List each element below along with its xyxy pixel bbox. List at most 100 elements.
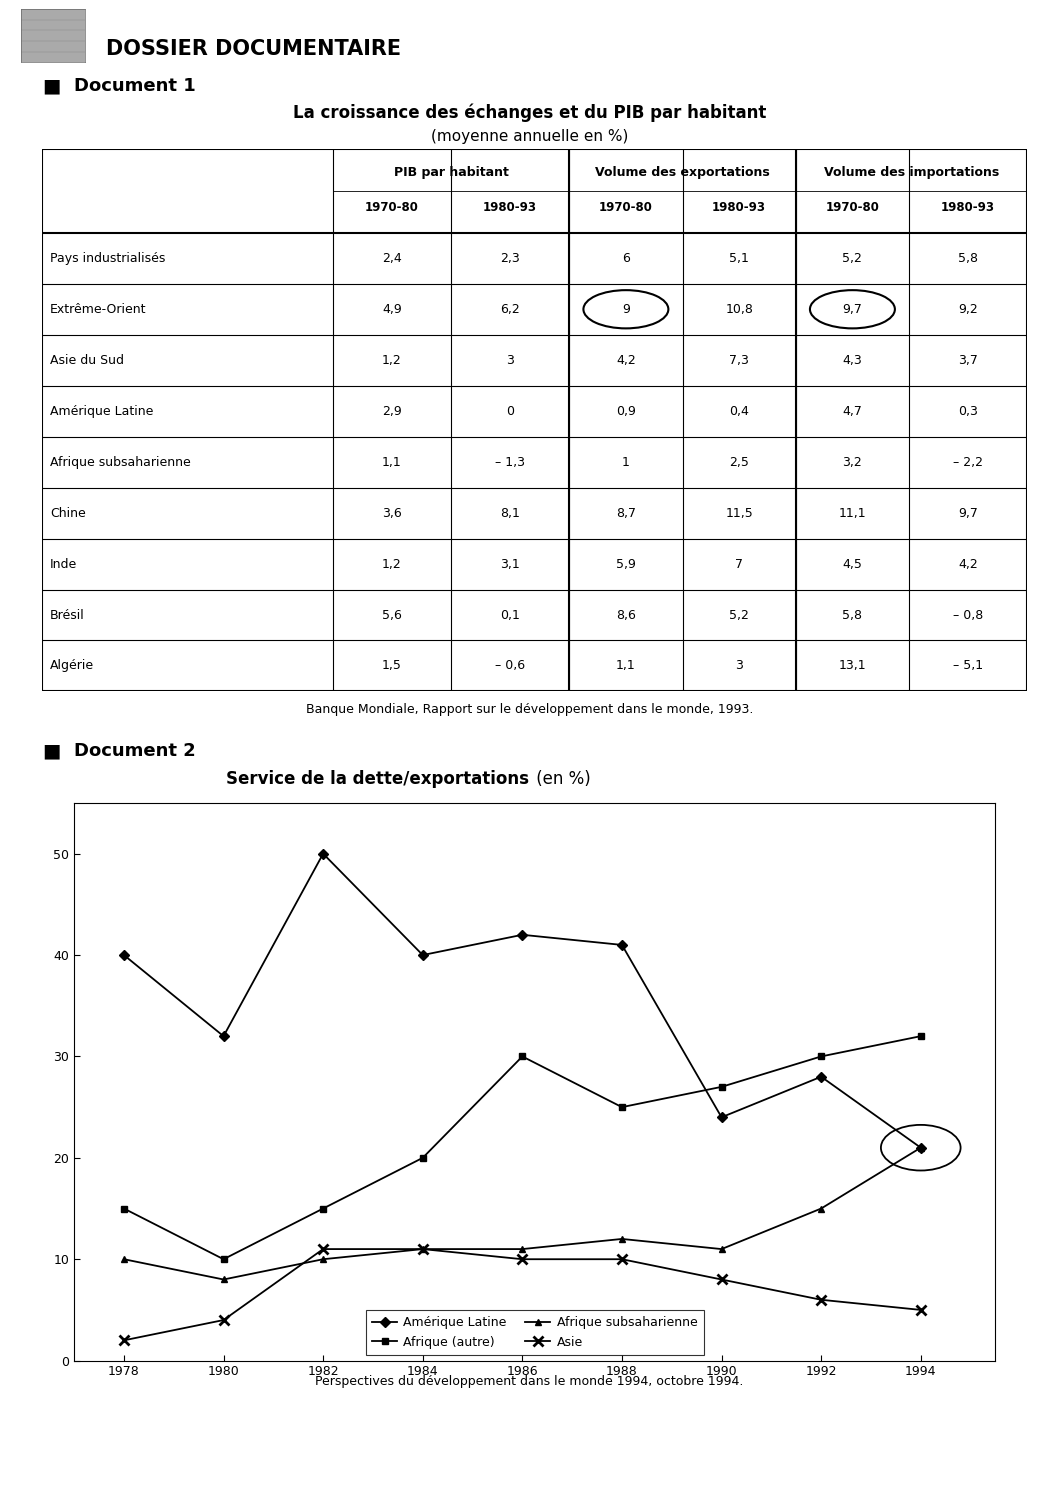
- Amérique Latine: [615, 935, 628, 953]
- Text: 4,9: 4,9: [382, 303, 401, 315]
- Text: 5,8: 5,8: [842, 608, 862, 622]
- Afrique subsaharienne: [118, 1251, 130, 1268]
- Text: 5,6: 5,6: [382, 608, 402, 622]
- Text: 1970-80: 1970-80: [825, 201, 879, 214]
- Afrique (autre): [416, 1149, 429, 1167]
- Text: Banque Mondiale, Rapport sur le développement dans le monde, 1993.: Banque Mondiale, Rapport sur le développ…: [306, 703, 753, 717]
- Amérique Latine: [516, 926, 528, 944]
- Afrique (autre): [317, 1200, 329, 1218]
- Amérique Latine: [814, 1068, 827, 1086]
- Text: 2,3: 2,3: [500, 251, 520, 265]
- Text: 4,5: 4,5: [843, 558, 862, 571]
- Afrique subsaharienne: [317, 1251, 329, 1268]
- Text: 0: 0: [506, 404, 515, 418]
- Amérique Latine: [416, 946, 429, 964]
- Line: Afrique subsaharienne: Afrique subsaharienne: [121, 1144, 925, 1283]
- Text: 3,2: 3,2: [843, 455, 862, 468]
- Text: 3,7: 3,7: [958, 354, 979, 367]
- Text: Document 2: Document 2: [74, 742, 196, 760]
- Text: Algérie: Algérie: [50, 659, 94, 672]
- Text: Afrique subsaharienne: Afrique subsaharienne: [50, 455, 191, 468]
- Text: – 1,3: – 1,3: [496, 455, 525, 468]
- Text: – 0,6: – 0,6: [496, 659, 525, 672]
- Asie: [416, 1240, 429, 1258]
- Text: 3,6: 3,6: [382, 507, 401, 519]
- Text: (en %): (en %): [531, 770, 590, 788]
- Text: 6: 6: [622, 251, 630, 265]
- Text: Service de la dette/exportations: Service de la dette/exportations: [227, 770, 530, 788]
- Afrique subsaharienne: [814, 1200, 827, 1218]
- Text: 1,2: 1,2: [382, 558, 401, 571]
- Text: 8,1: 8,1: [500, 507, 520, 519]
- Line: Afrique (autre): Afrique (autre): [121, 1032, 925, 1262]
- Legend: Amérique Latine, Afrique (autre), Afrique subsaharienne, Asie: Amérique Latine, Afrique (autre), Afriqu…: [365, 1310, 704, 1355]
- Amérique Latine: [715, 1108, 728, 1126]
- Afrique subsaharienne: [615, 1230, 628, 1248]
- Text: 3: 3: [506, 354, 514, 367]
- Text: 0,1: 0,1: [500, 608, 520, 622]
- Afrique subsaharienne: [715, 1240, 728, 1258]
- Text: Extrême-Orient: Extrême-Orient: [50, 303, 147, 315]
- Text: 0,9: 0,9: [616, 404, 635, 418]
- Text: 1980-93: 1980-93: [712, 201, 766, 214]
- Amérique Latine: [217, 1028, 230, 1045]
- Asie: [118, 1331, 130, 1349]
- Text: 4,7: 4,7: [843, 404, 862, 418]
- Text: 8,7: 8,7: [616, 507, 635, 519]
- Text: 11,1: 11,1: [839, 507, 866, 519]
- Afrique subsaharienne: [217, 1270, 230, 1288]
- Asie: [715, 1270, 728, 1288]
- Afrique (autre): [814, 1047, 827, 1065]
- Text: 4,2: 4,2: [616, 354, 635, 367]
- Text: Inde: Inde: [50, 558, 77, 571]
- Text: La croissance des échanges et du PIB par habitant: La croissance des échanges et du PIB par…: [292, 104, 767, 122]
- Text: 1,1: 1,1: [616, 659, 635, 672]
- Afrique (autre): [615, 1099, 628, 1117]
- Text: 5,8: 5,8: [958, 251, 979, 265]
- Text: DOSSIER DOCUMENTAIRE: DOSSIER DOCUMENTAIRE: [106, 39, 401, 59]
- Text: 2,4: 2,4: [382, 251, 401, 265]
- Afrique subsaharienne: [416, 1240, 429, 1258]
- Text: 13,1: 13,1: [839, 659, 866, 672]
- Asie: [814, 1291, 827, 1309]
- Text: 7: 7: [735, 558, 743, 571]
- Text: 8,6: 8,6: [616, 608, 635, 622]
- Afrique subsaharienne: [914, 1139, 927, 1157]
- Text: 5,9: 5,9: [616, 558, 635, 571]
- Text: ■: ■: [42, 77, 60, 95]
- Text: (moyenne annuelle en %): (moyenne annuelle en %): [431, 129, 628, 144]
- Text: 7,3: 7,3: [730, 354, 749, 367]
- Text: 5,2: 5,2: [730, 608, 749, 622]
- Text: 0,4: 0,4: [730, 404, 749, 418]
- Text: 1970-80: 1970-80: [599, 201, 652, 214]
- Text: Volume des importations: Volume des importations: [824, 165, 999, 178]
- Text: Chine: Chine: [50, 507, 86, 519]
- Text: 9,2: 9,2: [958, 303, 979, 315]
- Text: Brésil: Brésil: [50, 608, 85, 622]
- Text: 1970-80: 1970-80: [365, 201, 419, 214]
- Text: Perspectives du développement dans le monde 1994, octobre 1994.: Perspectives du développement dans le mo…: [316, 1375, 743, 1389]
- Asie: [516, 1251, 528, 1268]
- Afrique (autre): [217, 1251, 230, 1268]
- Amérique Latine: [118, 946, 130, 964]
- Text: 1,5: 1,5: [382, 659, 402, 672]
- Text: 2,9: 2,9: [382, 404, 401, 418]
- Afrique subsaharienne: [516, 1240, 528, 1258]
- Text: 3: 3: [735, 659, 743, 672]
- Text: Pays industrialisés: Pays industrialisés: [50, 251, 165, 265]
- Afrique (autre): [118, 1200, 130, 1218]
- Asie: [615, 1251, 628, 1268]
- Asie: [317, 1240, 329, 1258]
- Text: 9: 9: [622, 303, 630, 315]
- Line: Amérique Latine: Amérique Latine: [121, 851, 925, 1151]
- Text: 11,5: 11,5: [725, 507, 753, 519]
- Text: 4,3: 4,3: [843, 354, 862, 367]
- Text: Volume des exportations: Volume des exportations: [595, 165, 770, 178]
- Amérique Latine: [914, 1139, 927, 1157]
- Text: ■: ■: [42, 742, 60, 760]
- Line: Asie: Asie: [119, 1245, 926, 1346]
- Text: 1: 1: [622, 455, 630, 468]
- Text: PIB par habitant: PIB par habitant: [394, 165, 508, 178]
- Amérique Latine: [317, 845, 329, 862]
- Text: 9,7: 9,7: [958, 507, 979, 519]
